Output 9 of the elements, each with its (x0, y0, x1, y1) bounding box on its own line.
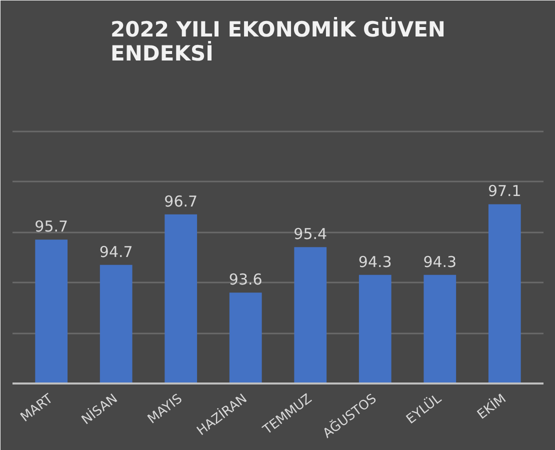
data-label: 94.3 (358, 252, 392, 271)
data-label: 94.7 (99, 242, 133, 261)
data-label: 97.1 (488, 182, 522, 200)
data-label: 94.3 (423, 252, 457, 271)
data-label: 93.6 (228, 270, 262, 289)
data-label: 96.7 (164, 192, 198, 210)
data-label: 95.4 (294, 225, 328, 244)
chart-title: 2022 YILI EKONOMİK GÜVEN ENDEKSİ (110, 16, 446, 66)
data-label: 95.7 (34, 218, 68, 236)
